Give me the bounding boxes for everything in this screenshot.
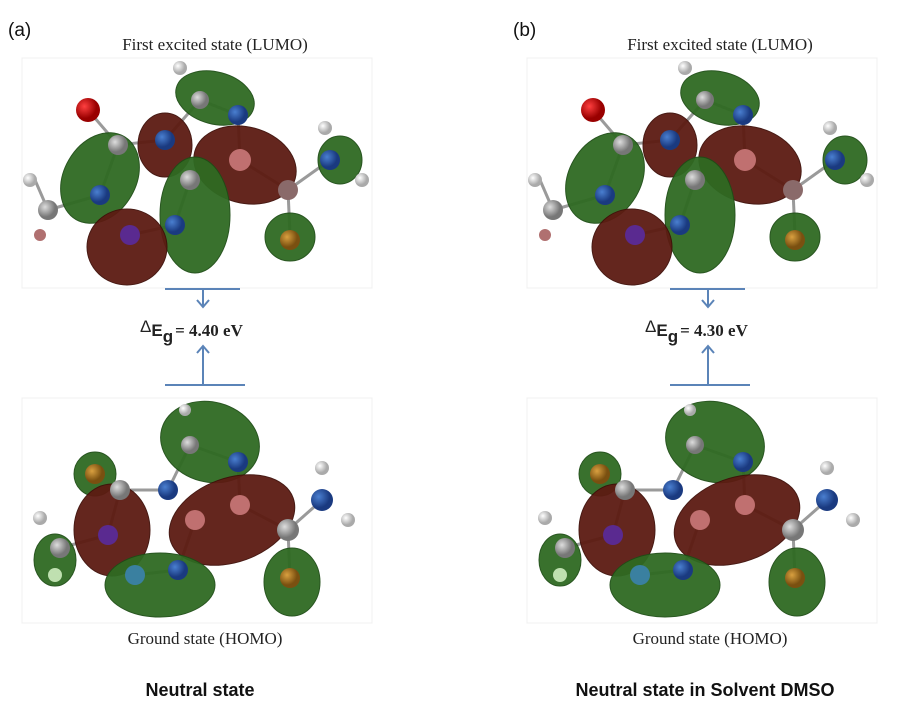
homo-label: Ground state (HOMO) bbox=[128, 629, 283, 648]
caption: Neutral state in Solvent DMSO bbox=[575, 680, 834, 700]
figure: (a)First excited state (LUMO)ΔEg= 4.40 e… bbox=[0, 0, 899, 701]
energy-gap: ΔEg= 4.40 eV bbox=[140, 317, 244, 346]
lumo-label: First excited state (LUMO) bbox=[627, 35, 813, 54]
gap-delta: Δ bbox=[140, 317, 151, 336]
gap-subscript: g bbox=[668, 327, 678, 346]
lumo-orbital bbox=[528, 61, 874, 285]
lumo-orbital bbox=[23, 61, 369, 285]
panel: (b) First excited state (LUMO) ΔEg= 4.30 e… bbox=[513, 20, 877, 700]
homo-label: Ground state (HOMO) bbox=[633, 629, 788, 648]
caption: Neutral state bbox=[145, 680, 254, 700]
arrow-up bbox=[197, 346, 209, 385]
gap-symbol: E bbox=[656, 321, 667, 340]
arrow-down bbox=[702, 289, 714, 307]
panels: (a)First excited state (LUMO)ΔEg= 4.40 e… bbox=[8, 20, 877, 700]
lumo-label: First excited state (LUMO) bbox=[122, 35, 308, 54]
homo-orbital bbox=[538, 390, 860, 617]
homo-orbital bbox=[33, 390, 355, 617]
gap-subscript: g bbox=[163, 327, 173, 346]
energy-gap: ΔEg= 4.30 eV bbox=[645, 317, 749, 346]
panel: (a) First excited state (LUMO) ΔEg= 4.40 e… bbox=[8, 20, 372, 700]
gap-value: = 4.30 eV bbox=[680, 321, 748, 340]
gap-symbol: E bbox=[151, 321, 162, 340]
arrow-up bbox=[702, 346, 714, 385]
arrow-down bbox=[197, 289, 209, 307]
gap-value: = 4.40 eV bbox=[175, 321, 243, 340]
panel-label: (b) bbox=[513, 20, 536, 41]
panel-label: (a) bbox=[8, 20, 31, 41]
gap-delta: Δ bbox=[645, 317, 656, 336]
